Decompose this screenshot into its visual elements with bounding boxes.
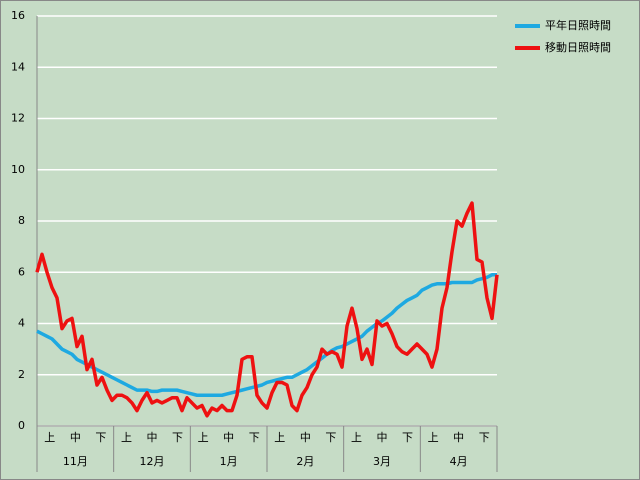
period-label: 下 [479,431,490,444]
y-tick-label: 6 [18,265,25,278]
period-label: 上 [428,431,439,444]
month-label: 11月 [63,455,88,468]
period-label: 下 [95,431,106,444]
period-label: 中 [70,431,81,444]
y-tick-label: 0 [18,419,25,432]
legend-label: 平年日照時間 [545,18,611,32]
period-label: 下 [402,431,413,444]
y-tick-label: 4 [18,317,25,330]
period-label: 中 [223,431,234,444]
period-label: 上 [121,431,132,444]
y-tick-label: 16 [11,9,25,22]
period-label: 下 [249,431,260,444]
legend-label: 移動日照時間 [545,40,611,54]
month-label: 2月 [296,455,314,468]
period-label: 下 [325,431,336,444]
y-tick-label: 2 [18,368,25,381]
series-line [36,273,497,397]
y-tick-label: 12 [11,112,25,125]
period-label: 上 [351,431,362,444]
y-tick-label: 14 [11,60,25,73]
period-label: 中 [300,431,311,444]
period-label: 中 [147,431,158,444]
month-label: 3月 [373,455,391,468]
y-tick-label: 10 [11,163,25,176]
period-label: 中 [377,431,388,444]
month-label: 4月 [450,455,468,468]
period-label: 下 [172,431,183,444]
period-label: 中 [453,431,464,444]
period-label: 上 [198,431,209,444]
y-tick-label: 8 [18,214,25,227]
period-label: 上 [44,431,55,444]
month-label: 1月 [220,455,238,468]
month-label: 12月 [140,455,165,468]
period-label: 上 [274,431,285,444]
series-line [35,201,499,418]
